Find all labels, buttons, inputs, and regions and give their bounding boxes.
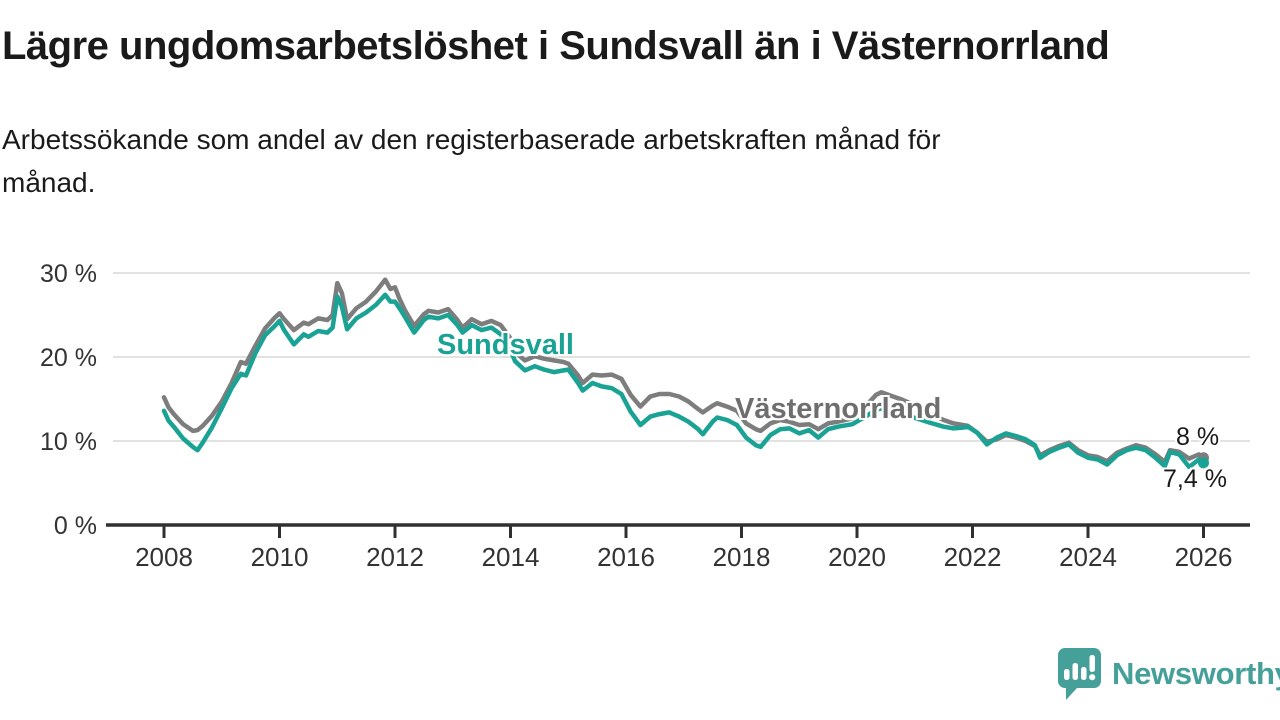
- newsworthy-logo-icon: [1058, 648, 1101, 700]
- x-tick-label: 2018: [713, 542, 771, 572]
- sundsvall-series-label: Sundsvall: [437, 329, 574, 361]
- x-tick-label: 2016: [597, 542, 655, 572]
- sundsvall-end-value: 7,4 %: [1163, 465, 1227, 493]
- newsworthy-logo: Newsworthy: [1053, 646, 1280, 702]
- västernorrland-line: [161, 277, 1206, 465]
- vasternorrland-end-value: 8 %: [1176, 423, 1220, 451]
- y-tick-label: 20 %: [40, 344, 97, 372]
- sundsvall-end-dot: [1198, 457, 1209, 469]
- chart-subtitle: Arbetssökande som andel av den registerb…: [2, 124, 941, 199]
- x-tick-label: 2024: [1059, 542, 1117, 572]
- y-tick-label: 0 %: [54, 512, 97, 540]
- chart-title: Lägre ungdomsarbetslöshet i Sundsvall än…: [2, 24, 1110, 68]
- newsworthy-logo-text: Newsworthy: [1112, 656, 1280, 691]
- x-tick-label: 2008: [135, 542, 193, 572]
- y-tick-label: 30 %: [40, 260, 97, 288]
- x-tick-label: 2026: [1175, 542, 1233, 572]
- x-tick-label: 2014: [482, 542, 540, 572]
- x-tick-label: 2012: [366, 542, 424, 572]
- y-tick-label: 10 %: [40, 428, 97, 456]
- sundsvall-line: [161, 292, 1206, 470]
- x-tick-label: 2022: [944, 542, 1002, 572]
- vasternorrland-series-label: Västernorrland: [735, 393, 942, 425]
- x-tick-label: 2020: [828, 542, 886, 572]
- x-tick-label: 2010: [251, 542, 309, 572]
